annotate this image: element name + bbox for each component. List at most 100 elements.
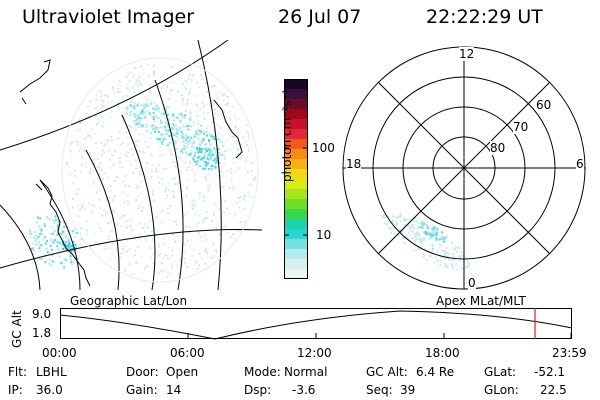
- background-emission-pixel: [215, 249, 218, 252]
- background-emission-pixel: [414, 233, 417, 236]
- background-emission-pixel: [114, 150, 117, 153]
- background-emission-pixel: [162, 153, 165, 156]
- background-emission-pixel: [240, 154, 243, 157]
- background-emission-pixel: [171, 249, 174, 252]
- background-emission-pixel: [101, 149, 104, 151]
- background-emission-pixel: [139, 166, 142, 169]
- aurora-pixel: [37, 235, 40, 238]
- background-emission-pixel: [180, 83, 183, 86]
- status-seq-value: 39: [400, 383, 416, 397]
- background-emission-pixel: [137, 84, 140, 87]
- lat-label-60: 60: [536, 98, 552, 112]
- aurora-pixel: [222, 145, 225, 147]
- background-emission-pixel: [99, 188, 102, 191]
- time-tick-0000: 00:00: [42, 346, 77, 360]
- background-emission-pixel: [179, 259, 182, 261]
- aurora-pixel: [71, 263, 74, 266]
- background-emission-pixel: [225, 104, 228, 107]
- aurora-pixel: [64, 235, 67, 238]
- background-emission-pixel: [139, 75, 142, 78]
- background-emission-pixel: [142, 72, 145, 75]
- background-emission-pixel: [85, 233, 88, 236]
- date-label: 26 Jul 07: [278, 6, 362, 28]
- aurora-pixel: [35, 243, 38, 246]
- background-emission-pixel: [133, 237, 136, 240]
- background-emission-pixel: [103, 94, 106, 97]
- background-emission-pixel: [171, 177, 174, 180]
- background-emission-pixel: [443, 254, 446, 257]
- aurora-pixel: [193, 146, 196, 149]
- background-emission-pixel: [100, 142, 103, 144]
- background-emission-pixel: [108, 238, 111, 241]
- background-emission-pixel: [165, 79, 168, 81]
- aurora-pixel: [421, 223, 424, 226]
- aurora-pixel: [442, 237, 445, 239]
- background-emission-pixel: [111, 110, 113, 113]
- background-emission-pixel: [248, 136, 250, 139]
- background-emission-pixel: [125, 151, 128, 154]
- aurora-pixel: [443, 240, 446, 243]
- background-emission-pixel: [422, 256, 425, 259]
- background-emission-pixel: [77, 215, 80, 218]
- background-emission-pixel: [191, 143, 194, 146]
- aurora-pixel: [218, 162, 221, 165]
- background-emission-pixel: [163, 168, 165, 171]
- background-emission-pixel: [111, 209, 114, 212]
- background-emission-pixel: [186, 168, 188, 171]
- background-emission-pixel: [403, 224, 406, 226]
- background-emission-pixel: [170, 137, 173, 140]
- background-emission-pixel: [87, 133, 90, 136]
- background-emission-pixel: [199, 74, 202, 77]
- aurora-pixel: [185, 137, 188, 140]
- background-emission-pixel: [450, 241, 453, 244]
- background-emission-pixel: [414, 239, 417, 242]
- background-emission-pixel: [105, 242, 108, 245]
- background-emission-pixel: [159, 145, 162, 148]
- aurora-pixel: [196, 156, 199, 159]
- background-emission-pixel: [204, 217, 207, 220]
- background-emission-pixel: [160, 270, 163, 272]
- aurora-pixel: [63, 225, 66, 228]
- background-emission-pixel: [159, 221, 162, 223]
- aurora-pixel: [53, 221, 56, 224]
- background-emission-pixel: [209, 104, 212, 107]
- background-emission-pixel: [444, 250, 447, 253]
- background-emission-pixel: [88, 202, 90, 205]
- background-emission-pixel: [112, 88, 115, 91]
- aurora-pixel: [67, 239, 70, 242]
- aurora-pixel: [72, 241, 75, 244]
- background-emission-pixel: [251, 162, 253, 165]
- background-emission-pixel: [447, 258, 450, 260]
- aurora-pixel: [429, 232, 432, 235]
- background-emission-pixel: [138, 80, 141, 83]
- background-emission-pixel: [222, 111, 225, 113]
- background-emission-pixel: [155, 216, 158, 219]
- aurora-pixel: [29, 231, 32, 234]
- background-emission-pixel: [153, 102, 156, 104]
- aurora-pixel: [125, 112, 128, 115]
- background-emission-pixel: [110, 135, 113, 138]
- background-emission-pixel: [166, 257, 169, 260]
- background-emission-pixel: [161, 210, 164, 212]
- background-emission-pixel: [85, 165, 87, 168]
- background-emission-pixel: [232, 232, 235, 235]
- background-emission-pixel: [169, 150, 172, 153]
- aurora-pixel: [200, 150, 203, 152]
- aurora-pixel: [186, 140, 189, 142]
- background-emission-pixel: [234, 117, 237, 120]
- aurora-pixel: [215, 151, 218, 154]
- background-emission-pixel: [103, 144, 106, 147]
- background-emission-pixel: [156, 125, 159, 128]
- aurora-emission-polar: [382, 211, 471, 272]
- background-emission-pixel: [111, 251, 114, 254]
- background-emission-pixel: [116, 176, 119, 179]
- background-emission-pixel: [82, 203, 85, 206]
- aurora-pixel: [211, 164, 214, 167]
- background-emission-pixel: [112, 199, 115, 202]
- background-emission-pixel: [105, 197, 108, 200]
- background-emission-pixel: [395, 216, 398, 219]
- background-emission-pixel: [124, 175, 127, 177]
- background-emission-pixel: [393, 227, 396, 230]
- colorbar-band: [284, 119, 308, 130]
- background-emission-pixel: [95, 94, 98, 96]
